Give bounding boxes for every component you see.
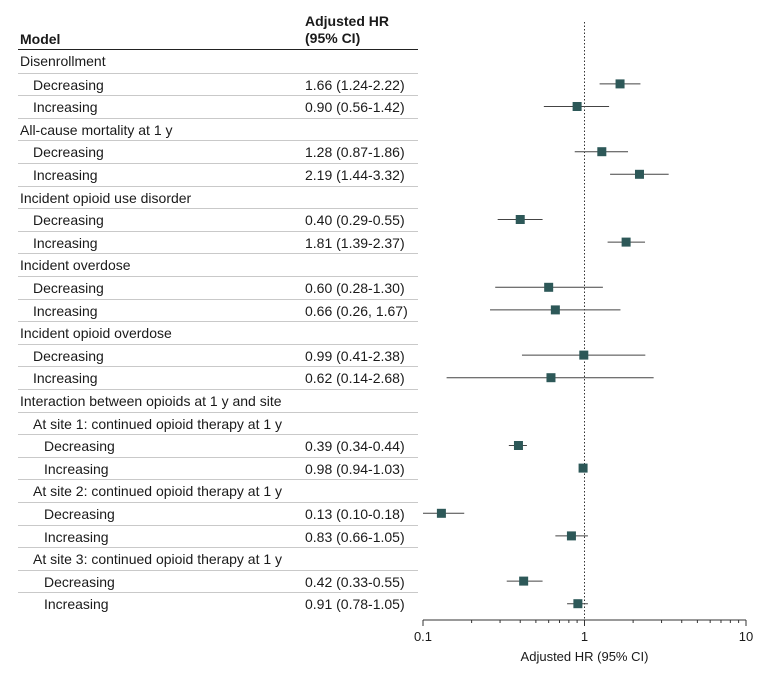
hr-point-marker xyxy=(550,305,560,315)
row-label: Decreasing xyxy=(33,212,104,229)
table-row: Increasing 2.19 (1.44-3.32) xyxy=(18,163,418,186)
row-label: Decreasing xyxy=(44,506,115,522)
hr-value: 0.91 (0.78-1.05) xyxy=(305,596,405,613)
hr-value: 0.98 (0.94-1.03) xyxy=(305,460,405,477)
row-label: Increasing xyxy=(33,370,98,387)
hr-value: 0.42 (0.33-0.55) xyxy=(305,573,405,590)
x-axis-label: Adjusted HR (95% CI) xyxy=(521,649,649,664)
table-row: Increasing 0.90 (0.56-1.42) xyxy=(18,95,418,118)
hr-point-marker xyxy=(544,282,554,292)
row-label: Disenrollment xyxy=(20,53,106,69)
hr-header-line2: (95% CI) xyxy=(305,30,361,46)
row-label: Increasing xyxy=(33,99,98,116)
x-tick-label: 10 xyxy=(739,629,753,644)
model-column-header: Model xyxy=(20,31,61,47)
hr-point-marker xyxy=(578,463,588,473)
hr-value: 0.90 (0.56-1.42) xyxy=(305,99,405,116)
table-row: Decreasing 1.28 (0.87-1.86) xyxy=(18,140,418,163)
row-label: Decreasing xyxy=(33,144,104,161)
hr-point-marker xyxy=(519,576,529,586)
hr-value: 1.66 (1.24-2.22) xyxy=(305,76,405,93)
table-row: Decreasing 1.66 (1.24-2.22) xyxy=(18,72,418,96)
row-label: At site 3: continued opioid therapy at 1… xyxy=(33,551,283,568)
table-row: Increasing 0.62 (0.14-2.68) xyxy=(18,366,418,389)
table-row: Increasing 0.83 (0.66-1.05) xyxy=(18,524,418,548)
hr-point-marker xyxy=(597,147,607,157)
hr-point-marker xyxy=(634,169,644,179)
hr-point-marker xyxy=(513,441,523,450)
row-label: Incident overdose xyxy=(20,257,131,274)
row-label: Increasing xyxy=(44,528,109,545)
table-row: Decreasing 0.13 (0.10-0.18) xyxy=(18,502,418,525)
row-label: Decreasing xyxy=(33,280,104,296)
row-label: All-cause mortality at 1 y xyxy=(20,121,173,138)
row-label: Interaction between opioids at 1 y and s… xyxy=(20,393,282,409)
hr-value: 0.40 (0.29-0.55) xyxy=(305,212,405,229)
table-row: At site 2: continued opioid therapy at 1… xyxy=(18,479,418,502)
row-label: Decreasing xyxy=(44,438,115,455)
hr-value: 0.83 (0.66-1.05) xyxy=(305,528,405,545)
hr-value: 2.19 (1.44-3.32) xyxy=(305,167,405,183)
row-label: Decreasing xyxy=(33,347,104,364)
table-row: Disenrollment xyxy=(18,50,418,73)
table-row: Decreasing 0.42 (0.33-0.55) xyxy=(18,569,418,593)
table-row: Incident overdose xyxy=(18,253,418,276)
hr-point-marker xyxy=(515,215,525,224)
row-label: Incident opioid overdose xyxy=(20,325,172,342)
hr-value: 0.62 (0.14-2.68) xyxy=(305,370,405,387)
table-row: At site 1: continued opioid therapy at 1… xyxy=(18,411,418,435)
table-row: Decreasing 0.99 (0.41-2.38) xyxy=(18,343,418,367)
hr-point-marker xyxy=(573,599,583,609)
row-label: Increasing xyxy=(44,460,109,477)
row-label: Increasing xyxy=(33,167,98,183)
hr-point-marker xyxy=(572,102,582,111)
hr-header-line1: Adjusted HR xyxy=(305,13,389,29)
row-label: Increasing xyxy=(33,302,98,319)
hr-column-header: Adjusted HR (95% CI) xyxy=(305,13,389,47)
row-label: Decreasing xyxy=(44,573,115,590)
row-label: At site 2: continued opioid therapy at 1… xyxy=(33,483,283,500)
table-row: Increasing 0.98 (0.94-1.03) xyxy=(18,456,418,480)
x-tick-label: 0.1 xyxy=(414,629,432,644)
hr-value: 0.39 (0.34-0.44) xyxy=(305,438,405,455)
hr-value: 1.81 (1.39-2.37) xyxy=(305,234,405,251)
table-row: Increasing 0.91 (0.78-1.05) xyxy=(18,592,418,615)
hr-value: 1.28 (0.87-1.86) xyxy=(305,144,405,161)
table-row: Interaction between opioids at 1 y and s… xyxy=(18,389,418,412)
row-label: Decreasing xyxy=(33,76,104,93)
table-row: At site 3: continued opioid therapy at 1… xyxy=(18,547,418,570)
table-row: All-cause mortality at 1 y xyxy=(18,117,418,141)
row-label: At site 1: continued opioid therapy at 1… xyxy=(33,415,283,432)
hr-value: 0.60 (0.28-1.30) xyxy=(305,280,405,296)
hr-value: 0.99 (0.41-2.38) xyxy=(305,347,405,364)
table-row: Decreasing 0.39 (0.34-0.44) xyxy=(18,434,418,457)
hr-point-marker xyxy=(566,531,576,541)
table-row: Decreasing 0.60 (0.28-1.30) xyxy=(18,276,418,299)
table-row: Increasing 0.66 (0.26, 1.67) xyxy=(18,298,418,322)
row-label: Increasing xyxy=(33,234,98,251)
table-row: Incident opioid use disorder xyxy=(18,185,418,209)
row-label: Increasing xyxy=(44,596,109,613)
x-tick-label: 1 xyxy=(581,629,588,644)
hr-point-marker xyxy=(546,373,556,383)
results-table: Model Adjusted HR (95% CI) Disenrollment… xyxy=(0,0,420,620)
hr-value: 0.66 (0.26, 1.67) xyxy=(305,302,408,319)
table-row: Increasing 1.81 (1.39-2.37) xyxy=(18,230,418,254)
row-label: Incident opioid use disorder xyxy=(20,189,192,206)
hr-point-marker xyxy=(579,350,589,360)
hr-point-marker xyxy=(621,237,631,247)
table-row: Decreasing 0.40 (0.29-0.55) xyxy=(18,208,418,231)
table-row: Incident opioid overdose xyxy=(18,321,418,344)
hr-value: 0.13 (0.10-0.18) xyxy=(305,506,405,522)
hr-point-marker xyxy=(436,508,446,518)
header-rule xyxy=(18,49,418,50)
hr-point-marker xyxy=(615,79,625,89)
